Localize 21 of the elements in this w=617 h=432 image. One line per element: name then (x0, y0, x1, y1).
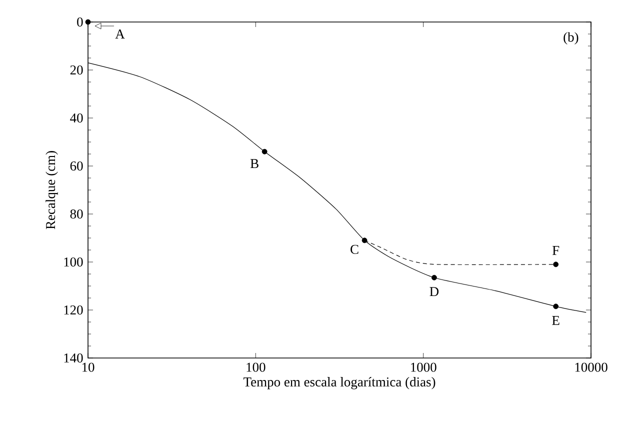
annotation: E (552, 316, 560, 325)
x-tick-label: 100 (246, 362, 266, 372)
y-tick-label: 20 (70, 65, 83, 75)
y-axis-title: Recalque (cm) (46, 151, 58, 230)
annotation: B (250, 159, 258, 168)
annotation: C (350, 244, 358, 254)
y-tick-label: 120 (64, 305, 83, 315)
y-tick-label: 40 (70, 113, 83, 123)
annotation: F (552, 246, 560, 255)
x-axis-title: Tempo em escala logarítmica (dias) (244, 377, 436, 390)
y-tick-label: 100 (64, 257, 83, 267)
y-tick-label: 60 (70, 161, 83, 171)
annotation: (b) (564, 32, 578, 44)
annotation: A (115, 30, 125, 38)
x-tick-label: 10000 (575, 362, 608, 372)
y-tick-label: 80 (70, 209, 83, 219)
x-tick-label: 10 (82, 362, 94, 372)
x-tick-label: 1000 (411, 362, 436, 372)
y-tick-label: 140 (64, 353, 83, 363)
y-tick-label: 0 (77, 17, 83, 27)
annotation: D (430, 287, 439, 296)
